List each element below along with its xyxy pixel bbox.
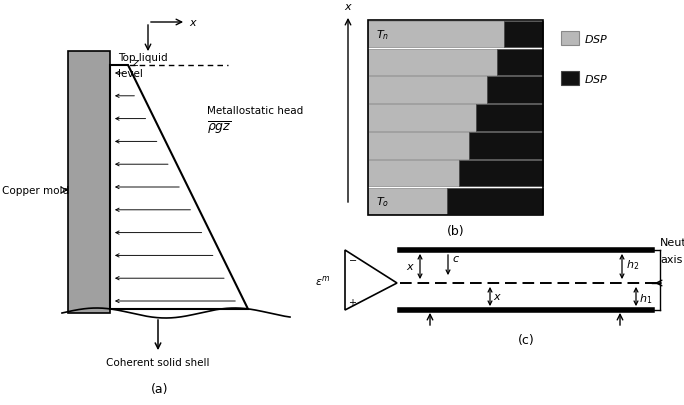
Bar (447, 188, 543, 215)
Bar (368, 21, 543, 215)
Text: Neutral: Neutral (660, 237, 684, 247)
Text: $x$: $x$ (493, 292, 502, 302)
Bar (368, 188, 447, 215)
Text: $h_2$: $h_2$ (626, 258, 639, 272)
Text: $+$: $+$ (348, 296, 357, 307)
Text: $x$: $x$ (406, 262, 415, 272)
Text: Copper mold: Copper mold (2, 185, 69, 196)
Bar (368, 105, 477, 131)
Text: $x$: $x$ (189, 18, 198, 28)
Text: $h_1$: $h_1$ (639, 292, 653, 306)
Bar (505, 22, 543, 48)
Text: level: level (118, 69, 143, 79)
Text: $\overline{\rho gz}$: $\overline{\rho gz}$ (207, 119, 232, 136)
Bar (368, 133, 469, 159)
Text: $DSP$: $DSP$ (584, 33, 608, 45)
Text: $DSP$: $DSP$ (584, 73, 608, 85)
Text: Top liquid: Top liquid (118, 53, 168, 63)
Text: $T_o$: $T_o$ (376, 195, 389, 209)
Text: Coherent solid shell: Coherent solid shell (106, 357, 210, 367)
Bar (469, 133, 543, 159)
Bar (368, 49, 497, 76)
Text: $c$: $c$ (452, 254, 460, 263)
Polygon shape (345, 250, 397, 310)
Text: $z$: $z$ (132, 58, 140, 68)
Text: Metallostatic head: Metallostatic head (207, 106, 303, 116)
Bar (561, 72, 579, 86)
Bar (68, 52, 110, 313)
Text: $\varepsilon^m$: $\varepsilon^m$ (315, 273, 331, 287)
Text: $-$: $-$ (348, 254, 357, 263)
Text: axis: axis (660, 254, 683, 264)
Bar (459, 161, 543, 187)
Bar (561, 32, 579, 46)
Polygon shape (110, 66, 248, 309)
Text: $x$: $x$ (343, 2, 352, 12)
Text: (c): (c) (518, 334, 534, 347)
Bar (477, 105, 543, 131)
Text: (a): (a) (151, 383, 169, 396)
Text: $T_n$: $T_n$ (376, 28, 389, 42)
Bar (487, 77, 543, 104)
Bar (368, 22, 505, 48)
Bar (497, 49, 543, 76)
Bar (368, 161, 459, 187)
Text: (b): (b) (447, 225, 464, 238)
Bar (368, 77, 487, 104)
